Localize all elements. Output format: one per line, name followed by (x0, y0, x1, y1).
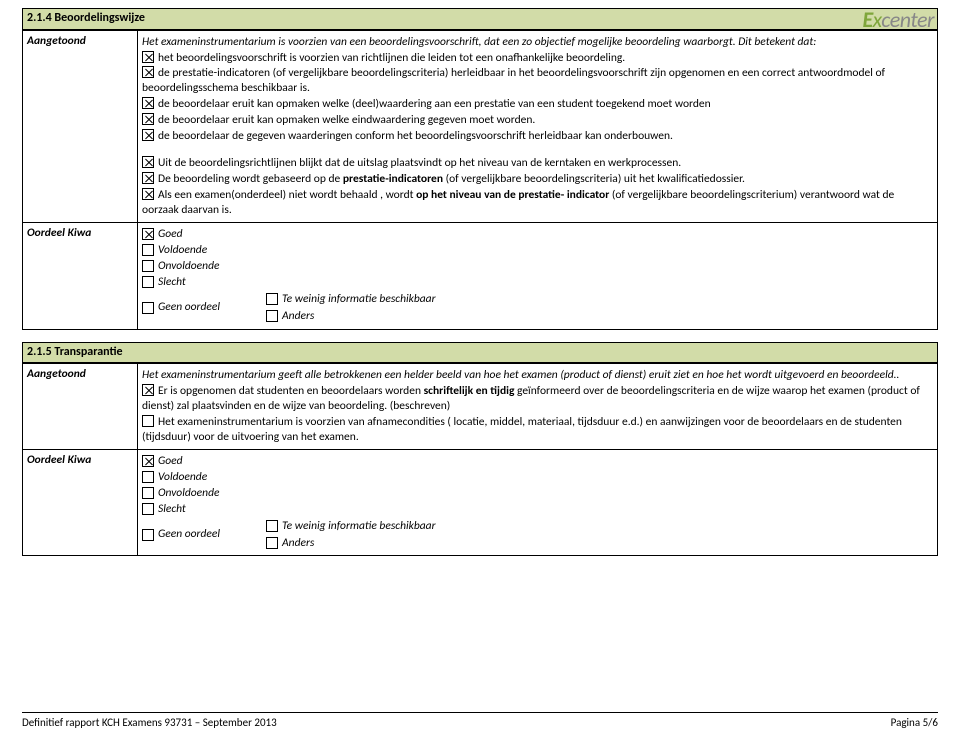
footer-right: Pagina 5/6 (891, 716, 938, 730)
checkbox-icon (266, 520, 278, 532)
oordeel-option: Slecht (142, 502, 933, 517)
oordeel-extra: Anders (266, 309, 436, 324)
oordeel-label-1: Oordeel Kiwa (23, 222, 138, 329)
section-1-table: Aangetoond Het exameninstrumentarium is … (22, 30, 938, 330)
checkbox-icon (142, 260, 154, 272)
checkbox-icon (142, 113, 154, 125)
checkbox-icon (142, 471, 154, 483)
oordeel-extra: Te weinig informatie beschikbaar (266, 519, 436, 534)
oordeel-label-2: Oordeel Kiwa (23, 449, 138, 556)
footer-left: Definitief rapport KCH Examens 93731 – S… (22, 716, 277, 730)
checklist-item: het beoordelingsvoorschrift is voorzien … (142, 51, 933, 66)
checkbox-icon (142, 529, 154, 541)
checklist-item: de prestatie-indicatoren (of vergelijkba… (142, 66, 933, 96)
checkbox-icon (142, 66, 154, 78)
section-1-body: Het exameninstrumentarium is voorzien va… (138, 30, 938, 222)
checkbox-icon (266, 310, 278, 322)
checklist-item: Het exameninstrumentarium is voorzien va… (142, 415, 933, 445)
checkbox-icon (142, 156, 154, 168)
oordeel-option: Onvoldoende (142, 259, 933, 274)
oordeel-option: Goed (142, 454, 933, 469)
oordeel-body-2: GoedVoldoendeOnvoldoendeSlechtGeen oorde… (138, 449, 938, 556)
checkbox-icon (142, 228, 154, 240)
checkbox-icon (142, 172, 154, 184)
intro-1: Het exameninstrumentarium is voorzien va… (142, 35, 933, 50)
oordeel-option: Goed (142, 227, 933, 242)
checkbox-icon (142, 455, 154, 467)
checkbox-icon (142, 129, 154, 141)
checkbox-icon (142, 302, 154, 314)
oordeel-geen-row: Geen oordeelTe weinig informatie beschik… (142, 291, 933, 325)
oordeel-option: Slecht (142, 275, 933, 290)
checklist-item: Uit de beoordelingsrichtlijnen blijkt da… (142, 156, 933, 171)
checklist-item: De beoordeling wordt gebaseerd op de pre… (142, 172, 933, 187)
logo: EExcenterxcenter (862, 6, 934, 35)
footer: Definitief rapport KCH Examens 93731 – S… (22, 712, 938, 730)
section-2-table: Aangetoond Het exameninstrumentarium gee… (22, 363, 938, 556)
checklist-item: Er is opgenomen dat studenten en beoorde… (142, 384, 933, 414)
checkbox-icon (142, 415, 154, 427)
checkbox-icon (142, 51, 154, 63)
checkbox-icon (142, 188, 154, 200)
oordeel-geen-row: Geen oordeelTe weinig informatie beschik… (142, 518, 933, 552)
checkbox-icon (142, 503, 154, 515)
aangetoond-label-1: Aangetoond (23, 30, 138, 222)
checklist-item: Als een examen(onderdeel) niet wordt beh… (142, 188, 933, 218)
checkbox-icon (142, 487, 154, 499)
checklist-item: de beoordelaar de gegeven waarderingen c… (142, 129, 933, 144)
checkbox-icon (266, 293, 278, 305)
oordeel-option: Onvoldoende (142, 486, 933, 501)
section-2-body: Het exameninstrumentarium geeft alle bet… (138, 364, 938, 450)
oordeel-option: Voldoende (142, 243, 933, 258)
section-title-1: 2.1.4 Beoordelingswijze (22, 8, 938, 30)
oordeel-body-1: GoedVoldoendeOnvoldoendeSlechtGeen oorde… (138, 222, 938, 329)
checkbox-icon (142, 244, 154, 256)
aangetoond-label-2: Aangetoond (23, 364, 138, 450)
checkbox-icon (142, 276, 154, 288)
checklist-item: de beoordelaar eruit kan opmaken welke e… (142, 113, 933, 128)
checkbox-icon (142, 384, 154, 396)
intro-2: Het exameninstrumentarium geeft alle bet… (142, 368, 933, 383)
oordeel-extra: Te weinig informatie beschikbaar (266, 292, 436, 307)
oordeel-extra: Anders (266, 536, 436, 551)
checkbox-icon (266, 537, 278, 549)
checkbox-icon (142, 97, 154, 109)
section-title-2: 2.1.5 Transparantie (22, 342, 938, 364)
checklist-item: de beoordelaar eruit kan opmaken welke (… (142, 97, 933, 112)
oordeel-option: Voldoende (142, 470, 933, 485)
